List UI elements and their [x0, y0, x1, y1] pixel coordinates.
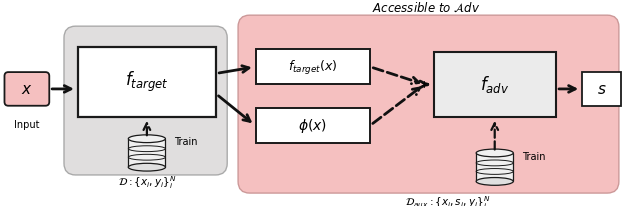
Text: $\mathcal{D} : \{x_i, y_i\}_i^N$: $\mathcal{D} : \{x_i, y_i\}_i^N$ [118, 173, 176, 190]
Text: Train: Train [174, 137, 198, 147]
Text: $*$: $*$ [420, 78, 429, 92]
FancyBboxPatch shape [64, 27, 227, 175]
Ellipse shape [476, 149, 513, 157]
Text: $\mathcal{D}_{aux} : \{x_i, s_i, y_i\}_i^N$: $\mathcal{D}_{aux} : \{x_i, s_i, y_i\}_i… [405, 193, 491, 206]
FancyBboxPatch shape [582, 73, 621, 106]
Text: Input: Input [14, 119, 40, 129]
Text: $s$: $s$ [596, 82, 607, 97]
Bar [128, 139, 165, 167]
Ellipse shape [476, 178, 513, 185]
Text: Accessible to $\mathcal{A}dv$: Accessible to $\mathcal{A}dv$ [372, 1, 479, 14]
FancyBboxPatch shape [238, 16, 619, 193]
Bar [476, 153, 513, 181]
Text: $f_{target}(x)$: $f_{target}(x)$ [288, 59, 338, 77]
Ellipse shape [128, 164, 165, 171]
FancyBboxPatch shape [434, 53, 556, 117]
Ellipse shape [128, 135, 165, 143]
FancyBboxPatch shape [78, 48, 216, 117]
FancyBboxPatch shape [256, 108, 370, 143]
FancyBboxPatch shape [256, 50, 370, 85]
Text: $\phi(x)$: $\phi(x)$ [298, 117, 328, 135]
Text: $f_{target}$: $f_{target}$ [125, 70, 169, 94]
Text: $f_{adv}$: $f_{adv}$ [480, 73, 509, 94]
Text: Train: Train [522, 151, 546, 161]
FancyBboxPatch shape [4, 73, 49, 106]
Text: $x$: $x$ [21, 82, 33, 97]
